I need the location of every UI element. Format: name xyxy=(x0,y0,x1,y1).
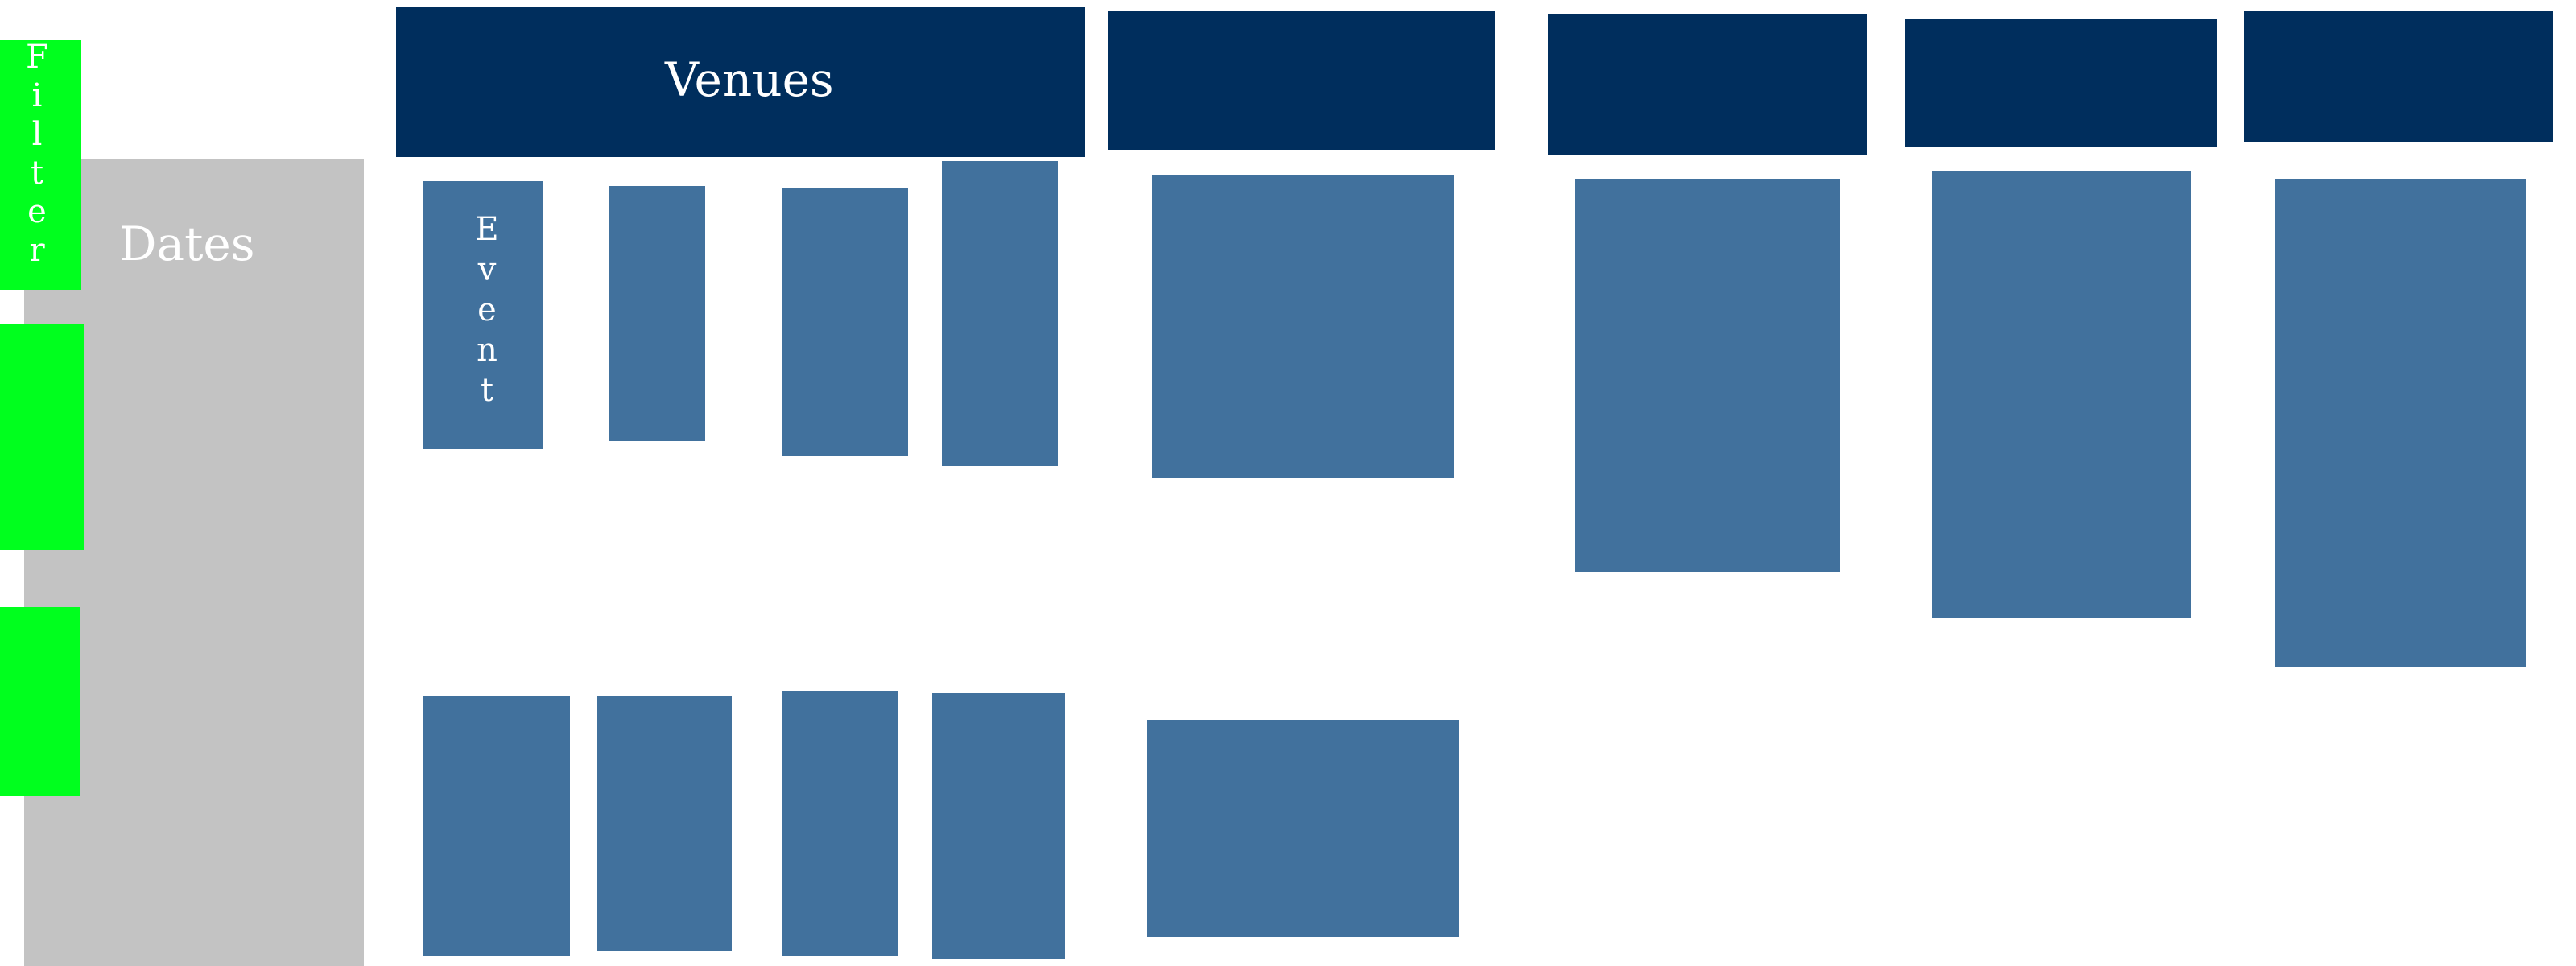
dates-label: Dates xyxy=(119,217,255,271)
venue-header-3[interactable] xyxy=(1548,14,1867,155)
event-card-8[interactable] xyxy=(932,693,1065,959)
filter-label: Filter xyxy=(19,39,56,270)
event-card-13[interactable] xyxy=(2275,179,2526,667)
event-card-7[interactable] xyxy=(782,691,898,956)
venues-label: Venues xyxy=(665,52,834,107)
venues-header[interactable] xyxy=(396,7,1085,157)
filter-block-3[interactable] xyxy=(0,607,80,796)
filter-button[interactable] xyxy=(0,40,81,290)
venue-header-2[interactable] xyxy=(1108,11,1495,150)
venue-header-4[interactable] xyxy=(1905,19,2217,147)
event-label: Event xyxy=(469,211,506,412)
event-card-3[interactable] xyxy=(782,188,908,456)
filter-block-2[interactable] xyxy=(0,324,84,550)
event-card[interactable] xyxy=(423,181,543,449)
event-card-6[interactable] xyxy=(597,696,732,951)
event-card-9[interactable] xyxy=(1152,175,1454,478)
dates-panel xyxy=(24,159,364,966)
event-card-12[interactable] xyxy=(1932,171,2191,618)
event-card-10[interactable] xyxy=(1147,720,1459,937)
event-card-4[interactable] xyxy=(942,161,1058,466)
event-card-11[interactable] xyxy=(1575,179,1840,572)
venue-header-5[interactable] xyxy=(2244,11,2553,142)
event-card-5[interactable] xyxy=(423,696,570,956)
event-card-2[interactable] xyxy=(609,186,705,441)
